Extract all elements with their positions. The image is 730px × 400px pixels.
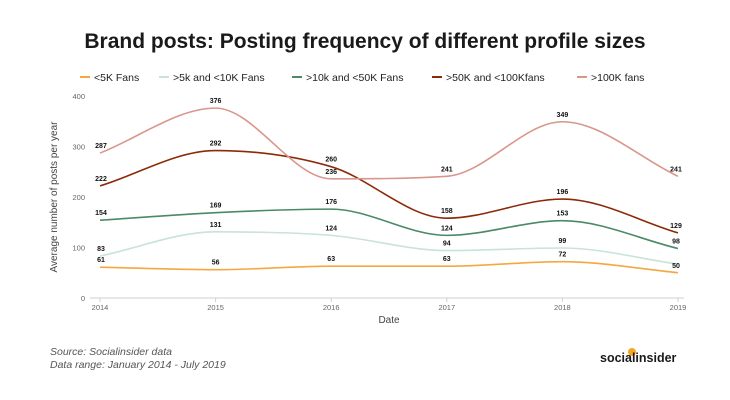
series-line-2: [99, 208, 679, 250]
y-tick-label-0: 0: [81, 294, 85, 303]
legend-label-1: >5k and <10K Fans: [173, 72, 265, 84]
data-range-note: Data range: January 2014 - July 2019: [50, 359, 226, 371]
series-line-3: [99, 149, 679, 234]
data-labels: 61 56 63 63 72 50 83 131 124 94 99 154 169 176 124 153 9…: [95, 98, 682, 270]
chart-title: Brand posts: Posting frequency of differ…: [84, 30, 646, 53]
source-note: Source: Socialinsider data: [50, 346, 172, 358]
data-label-s1-p0: 83: [97, 246, 105, 253]
y-tick-label-3: 300: [72, 143, 85, 152]
data-label-s0-p0: 61: [97, 257, 105, 264]
data-label-s0-p1: 56: [212, 260, 220, 267]
axes: 0 100 200 300 400 2014 2015 2016 2017 2018 2019 Dat…: [49, 92, 686, 326]
series-line-4: [99, 107, 679, 180]
data-label-s2-p1: 169: [210, 203, 222, 210]
data-label-s3-p5: 129: [670, 223, 682, 230]
data-label-s4-p5: 241: [670, 166, 682, 173]
data-label-s3-p2: 260: [325, 157, 337, 164]
series-lines: [99, 107, 679, 274]
y-tick-label-2: 200: [72, 193, 85, 202]
data-label-s0-p3: 63: [443, 256, 451, 263]
x-tick-label-3: 2017: [438, 303, 455, 312]
data-label-s2-p5: 98: [672, 239, 680, 246]
data-label-s0-p4: 72: [559, 252, 567, 259]
data-label-s2-p0: 154: [95, 210, 107, 217]
brand-logo-dot-icon: [628, 348, 636, 356]
legend-label-2: >10k and <50K Fans: [306, 72, 404, 84]
y-axis-label: Average number of posts per year: [49, 121, 60, 273]
data-label-s1-p4: 99: [559, 238, 567, 245]
data-label-s0-p2: 63: [327, 256, 335, 263]
x-tick-label-1: 2015: [207, 303, 224, 312]
data-label-s1-p1: 131: [210, 222, 222, 229]
y-tick-label-4: 400: [72, 92, 85, 101]
data-label-s4-p4: 349: [557, 112, 569, 119]
series-line-0: [99, 260, 679, 274]
legend-label-4: >100K fans: [591, 72, 644, 84]
data-label-s4-p2: 236: [325, 169, 337, 176]
data-label-s2-p3: 124: [441, 225, 453, 232]
legend-label-0: <5K Fans: [94, 72, 139, 84]
x-axis-label: Date: [378, 315, 400, 326]
legend: <5K Fans >5k and <10K Fans >10k and <50K F…: [80, 72, 644, 84]
data-label-s1-p2: 124: [325, 225, 337, 232]
series-line-1: [99, 231, 679, 265]
data-label-s3-p4: 196: [557, 189, 569, 196]
data-label-s1-p3: 94: [443, 241, 451, 248]
data-label-s2-p2: 176: [325, 199, 337, 206]
data-label-s0-p5: 50: [672, 263, 680, 270]
x-tick-label-2: 2016: [323, 303, 340, 312]
y-tick-label-1: 100: [72, 244, 85, 253]
x-tick-label-4: 2018: [554, 303, 571, 312]
x-tick-label-0: 2014: [92, 303, 109, 312]
x-tick-label-5: 2019: [670, 303, 687, 312]
data-label-s4-p3: 241: [441, 166, 453, 173]
data-label-s4-p1: 376: [210, 98, 222, 105]
legend-label-3: >50K and <100Kfans: [446, 72, 545, 84]
data-label-s2-p4: 153: [557, 211, 569, 218]
data-label-s3-p3: 158: [441, 208, 453, 215]
data-label-s3-p1: 292: [210, 141, 222, 148]
data-label-s3-p0: 222: [95, 176, 107, 183]
data-label-s4-p0: 287: [95, 143, 107, 150]
brand-logo: socialinsider: [600, 351, 677, 365]
